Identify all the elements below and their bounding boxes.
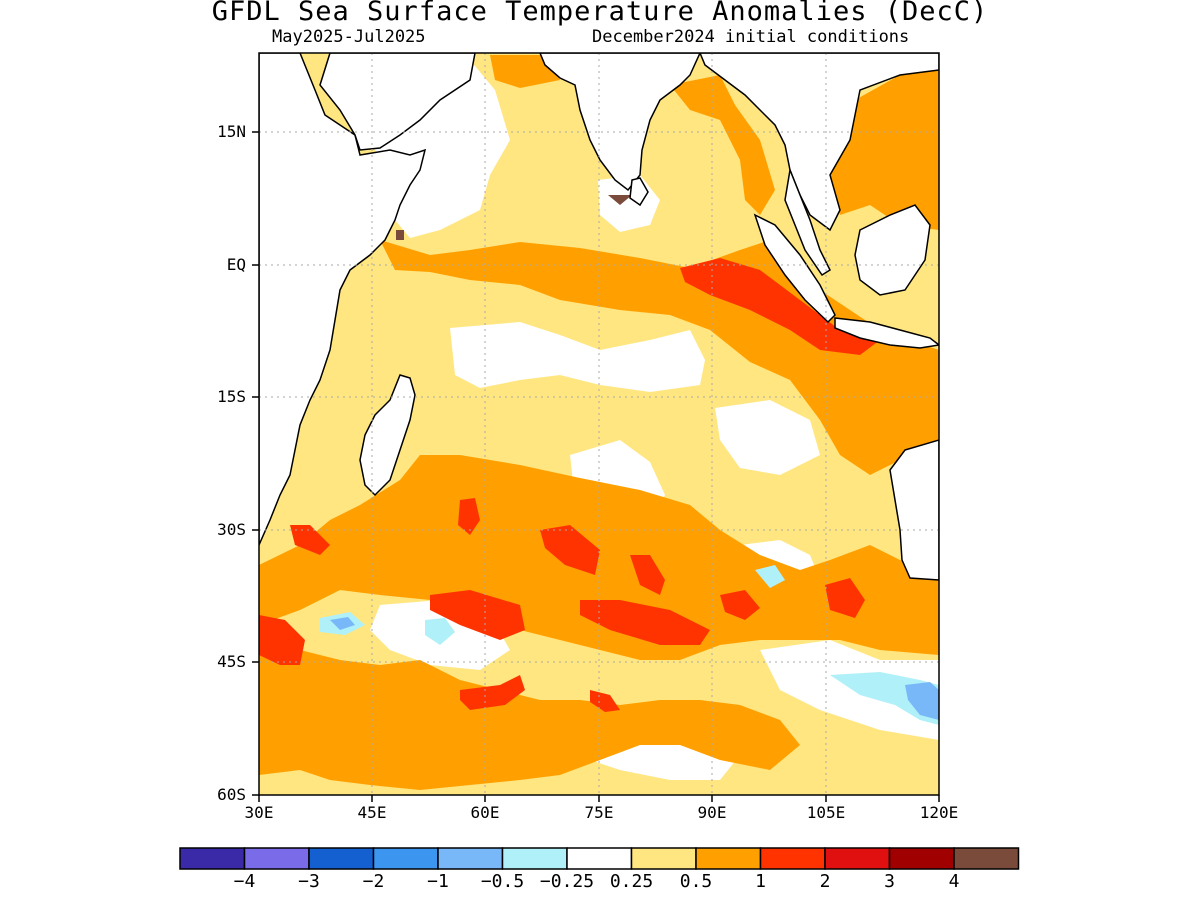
colorbar-label: −0.5 <box>480 871 525 892</box>
land-arabia <box>319 53 476 151</box>
colorbar-label: −0.25 <box>539 871 595 892</box>
map-title: GFDL Sea Surface Temperature Anomalies (… <box>211 0 989 27</box>
lat-label-15n: 15N <box>217 122 246 141</box>
land-madagascar <box>359 374 416 497</box>
colorbar-swatch <box>759 847 826 870</box>
colorbar-label: 4 <box>948 871 960 892</box>
lat-label-45s: 45S <box>217 652 246 671</box>
moderate-warm-equatorial <box>380 240 939 475</box>
cool-far-southeast-core <box>905 682 939 720</box>
colorbar-swatch <box>953 847 1020 870</box>
colorbar-label: 2 <box>819 871 831 892</box>
lon-label-45e: 45E <box>357 803 387 822</box>
strong-warm-south-2 <box>540 525 600 575</box>
near-zero-east <box>715 400 820 475</box>
lat-label-eq: EQ <box>226 255 246 274</box>
strong-warm-deep-south <box>460 675 525 710</box>
colorbar-label: −3 <box>298 871 320 892</box>
weak-cool-east <box>755 565 785 588</box>
colorbar-swatch <box>824 847 891 870</box>
strong-warm-south-7 <box>825 578 865 618</box>
lat-label-15s: 15S <box>217 387 246 406</box>
land-malay-peninsula <box>784 167 831 277</box>
axis-ticks <box>252 131 940 802</box>
weak-cool-south-central <box>425 618 455 645</box>
colorbar-swatch <box>630 847 697 870</box>
colorbar-label: −2 <box>362 871 385 892</box>
cool-southwest-core <box>330 617 355 630</box>
land-borneo <box>854 204 931 296</box>
strong-warm-south-5 <box>630 555 665 595</box>
near-zero-far-south <box>760 640 939 740</box>
land-java <box>834 317 939 349</box>
lon-label-105e: 105E <box>806 803 846 822</box>
near-zero-central <box>450 322 705 392</box>
colorbar-swatch <box>566 847 633 870</box>
lat-lon-grid <box>259 53 939 795</box>
lat-label-60s: 60S <box>217 785 246 804</box>
land-southeast-asia <box>699 53 939 232</box>
colorbar-swatch <box>179 847 246 870</box>
strong-warm-south-6 <box>720 590 760 620</box>
land-australia <box>889 439 939 581</box>
lon-label-90e: 90E <box>697 803 727 822</box>
colorbar-label: −1 <box>427 871 449 892</box>
colorbar-label: 0.5 <box>679 871 713 892</box>
moderate-warm-deep-south <box>259 650 800 790</box>
strong-warm-south-3 <box>430 590 525 640</box>
strong-warm-southwest-2 <box>290 525 330 555</box>
land-africa <box>259 53 427 546</box>
peak-warm-east-africa <box>396 230 404 240</box>
strong-warm-east-equatorial <box>680 258 880 355</box>
lon-label-75e: 75E <box>584 803 614 822</box>
land-sumatra <box>753 213 836 324</box>
colorbar <box>179 847 1020 870</box>
colorbar-label: −4 <box>233 871 256 892</box>
strong-warm-deep-south-2 <box>590 690 620 712</box>
forecast-period: May2025-Jul2025 <box>272 27 426 47</box>
land-sri-lanka <box>629 177 649 207</box>
colorbar-label: 1 <box>755 871 766 892</box>
colorbar-label: 0.25 <box>609 871 654 892</box>
lon-label-120e: 120E <box>919 803 959 822</box>
colorbar-label: 3 <box>884 871 895 892</box>
lon-label-30e: 30E <box>244 803 274 822</box>
colorbar-swatch <box>243 847 310 870</box>
peak-warm-sri-lanka <box>608 195 632 205</box>
lon-label-60e: 60E <box>470 803 500 822</box>
colorbar-swatch <box>372 847 439 870</box>
strong-warm-south-1 <box>458 498 480 535</box>
colorbar-swatch <box>501 847 568 870</box>
strong-warm-south-4 <box>580 600 710 645</box>
colorbar-swatch <box>888 847 955 870</box>
moderate-warm-bay-edge <box>670 75 775 215</box>
initial-conditions-label: December2024 initial conditions <box>592 27 910 47</box>
lat-label-30s: 30S <box>217 520 246 539</box>
strong-warm-southwest <box>259 615 305 665</box>
land-india <box>539 53 701 192</box>
colorbar-swatch <box>308 847 375 870</box>
moderate-warm-arabian-north <box>490 55 560 88</box>
colorbar-swatch <box>437 847 504 870</box>
colorbar-swatch <box>695 847 762 870</box>
